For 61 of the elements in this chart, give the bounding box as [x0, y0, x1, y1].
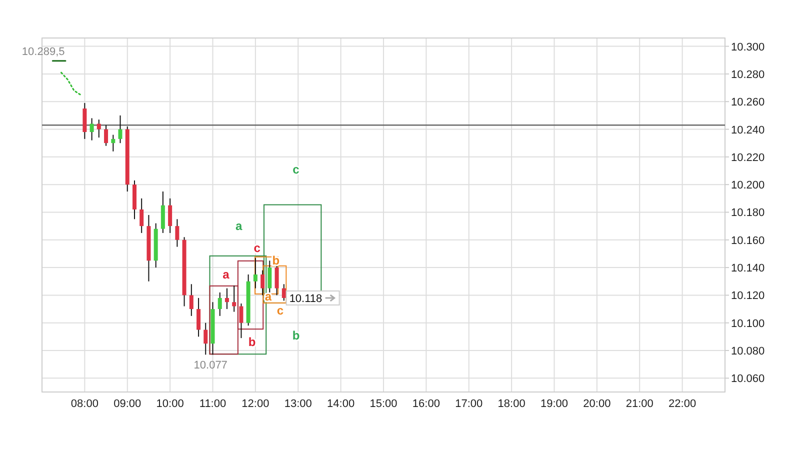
candlestick: [118, 114, 122, 144]
y-tick-label: 10.100: [731, 318, 765, 330]
x-tick-label: 11:00: [199, 398, 226, 410]
y-tick-label: 10.300: [731, 41, 765, 54]
candlestick: [204, 322, 208, 356]
x-tick-label: 09:00: [114, 398, 142, 410]
candlestick: [253, 257, 258, 289]
candlestick: [268, 260, 272, 293]
candlestick: [260, 270, 265, 296]
candlestick: [282, 284, 286, 302]
x-tick-label: 10:00: [156, 398, 184, 410]
x-tick-label: 19:00: [540, 398, 568, 410]
annotation: a: [235, 219, 242, 234]
y-tick-label: 10.280: [731, 68, 765, 81]
x-tick-label: 17:00: [455, 398, 483, 410]
y-tick-label: 10.220: [731, 152, 765, 164]
candlestick: [104, 124, 108, 146]
candlestick: [160, 190, 165, 234]
x-tick-label: 20:00: [583, 398, 611, 410]
candlestick: [232, 285, 236, 312]
y-tick-label: 10.240: [731, 124, 765, 136]
annotation: 10.077: [194, 360, 228, 372]
candlestick: [168, 198, 172, 234]
y-tick-label: 10.140: [731, 262, 765, 275]
y-tick-label: 10.200: [731, 180, 765, 192]
candlestick: [218, 292, 222, 316]
candlestick: [82, 102, 87, 140]
annotation: b: [292, 328, 300, 342]
y-tick-label: 10.080: [731, 346, 765, 358]
candlestick: [274, 264, 279, 296]
annotation: 10.289,5: [22, 46, 65, 58]
x-tick-label: 08:00: [70, 398, 98, 410]
candlestick: [239, 303, 244, 339]
annotation: c: [292, 162, 300, 176]
x-tick-label: 13:00: [284, 398, 312, 410]
line-series: [60, 72, 82, 96]
y-tick-label: 10.060: [731, 373, 765, 386]
candlestick: [96, 119, 101, 138]
x-tick-label: 16:00: [412, 398, 440, 410]
candlestick: [224, 288, 229, 310]
candlestick: [90, 118, 94, 141]
y-tick-label: 10.180: [731, 207, 765, 220]
candlestick: [140, 198, 144, 234]
x-tick-label: 15:00: [370, 398, 398, 410]
y-tick-label: 10.260: [731, 96, 765, 109]
annotation: b: [248, 335, 256, 350]
annotation: c: [254, 241, 261, 256]
x-tick-label: 12:00: [242, 398, 270, 410]
candlestick: [189, 284, 194, 316]
x-tick-label: 14:00: [327, 398, 355, 410]
y-tick-label: 10.120: [731, 290, 765, 302]
annotation: 10.118: [289, 292, 322, 305]
candlestick: [111, 134, 116, 152]
annotation: a: [222, 267, 230, 282]
candlestick: [196, 297, 201, 338]
y-tick-label: 10.160: [731, 234, 765, 247]
annotation: c: [276, 303, 284, 318]
x-tick-label: 21:00: [626, 398, 654, 410]
candlestick: [175, 218, 180, 248]
x-tick-label: 22:00: [668, 398, 696, 410]
x-tick-label: 18:00: [498, 398, 526, 410]
